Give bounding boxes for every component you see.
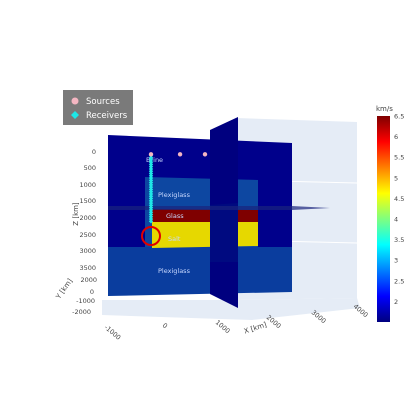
receiver-marker <box>148 212 154 217</box>
receiver-marker <box>148 200 154 206</box>
yz-slice <box>210 203 238 262</box>
colorbar-tick-label: 2 <box>394 298 398 306</box>
y-axis: Y [km] 2000 0-1000 -2000 <box>54 276 97 316</box>
xz-slice <box>108 135 292 296</box>
receiver-marker <box>148 189 154 194</box>
legend-sources-icon <box>71 97 79 105</box>
z-tick-label: 1000 <box>79 181 96 189</box>
x-tick-label: 4000 <box>352 302 370 319</box>
layer-label: Brine <box>146 156 163 164</box>
layer-label: Salt <box>168 235 181 243</box>
layer-label: Plexiglass <box>158 267 191 275</box>
x-tick-label: 1000 <box>214 318 232 335</box>
z-tick-label: 3500 <box>79 264 96 272</box>
colorbar-tick-label: 5 <box>394 174 398 182</box>
receiver-marker <box>148 173 154 178</box>
z-axis-title: Z [km] <box>72 202 80 226</box>
highlight-ring <box>141 226 161 246</box>
z-tick-label: 500 <box>84 164 96 172</box>
colorbar-title: km/s <box>376 105 393 113</box>
legend-item-label[interactable]: Sources <box>86 97 120 107</box>
colorbar-tick-label: 5.5 <box>394 154 404 162</box>
receiver-marker <box>148 169 154 174</box>
layer-label: Glass <box>166 212 184 220</box>
colorbar[interactable]: km/s 6.5 6 5.5 5 4.5 4 3.5 3 2.5 2 <box>376 105 404 322</box>
colorbar-tick-label: 6.5 <box>394 113 404 121</box>
receiver-marker <box>148 155 154 160</box>
source-marker <box>202 152 208 157</box>
xy-slice <box>108 206 330 210</box>
z-tick-label: 1500 <box>79 197 96 205</box>
x-tick-label: 0 <box>161 321 169 330</box>
colorbar-tick-label: 3.5 <box>394 236 404 244</box>
z-tick-label: 2500 <box>79 231 96 239</box>
receiver-marker <box>148 164 154 169</box>
layer-label: Plexiglass <box>158 191 191 199</box>
y-tick-label: 0 <box>90 288 94 296</box>
z-axis: Z [km] 0 500 1000 1500 2000 2500 3000 3500 <box>72 148 96 272</box>
y-tick-label: -1000 <box>76 297 95 305</box>
colorbar-tick-label: 3 <box>394 257 398 265</box>
z-tick-label: 3000 <box>79 247 96 255</box>
receiver-marker <box>148 191 154 197</box>
receiver-marker <box>148 196 154 201</box>
receivers <box>148 153 154 224</box>
receiver-marker <box>148 187 154 192</box>
receiver-marker <box>148 182 154 188</box>
receiver-marker <box>148 159 154 165</box>
y-axis-title: Y [km] <box>54 277 74 301</box>
receiver-marker <box>148 162 154 167</box>
colorbar-tick-label: 2.5 <box>394 277 404 285</box>
receiver-marker <box>148 180 154 185</box>
layer-labels: Brine Plexiglass Glass Salt Plexiglass <box>146 156 191 275</box>
receiver-marker <box>148 184 154 190</box>
z-tick-label: 0 <box>92 148 96 156</box>
receiver-marker <box>148 219 154 224</box>
receiver-marker <box>148 166 154 172</box>
z-tick-label: 2000 <box>79 214 96 222</box>
receiver-marker <box>148 175 154 181</box>
source-marker <box>148 152 154 157</box>
colorbar-tick-label: 6 <box>394 133 398 141</box>
receiver-marker <box>148 203 154 208</box>
y-tick-label: -2000 <box>72 308 91 316</box>
colorbar-tick-label: 4.5 <box>394 195 404 203</box>
x-tick-label: -1000 <box>103 323 123 341</box>
receiver-marker <box>148 214 154 219</box>
y-tick-label: 2000 <box>80 276 97 284</box>
receiver-marker <box>148 194 154 199</box>
legend-receivers-icon <box>71 111 79 119</box>
sources <box>148 152 208 157</box>
source-marker <box>177 152 183 157</box>
colorbar-gradient <box>377 116 390 322</box>
colorbar-tick-label: 4 <box>394 216 398 224</box>
receiver-marker <box>148 198 154 204</box>
receiver-marker <box>148 178 154 183</box>
receiver-marker <box>148 171 154 176</box>
receiver-marker <box>148 205 154 210</box>
receiver-marker <box>148 209 154 215</box>
receiver-marker <box>148 157 154 163</box>
legend-item-label[interactable]: Receivers <box>86 111 128 121</box>
floor-pane <box>102 298 360 320</box>
receiver-marker <box>148 207 154 213</box>
x-axis-title: X [km] <box>243 321 268 336</box>
legend[interactable]: Sources Receivers <box>63 90 133 125</box>
receiver-marker <box>148 216 154 222</box>
